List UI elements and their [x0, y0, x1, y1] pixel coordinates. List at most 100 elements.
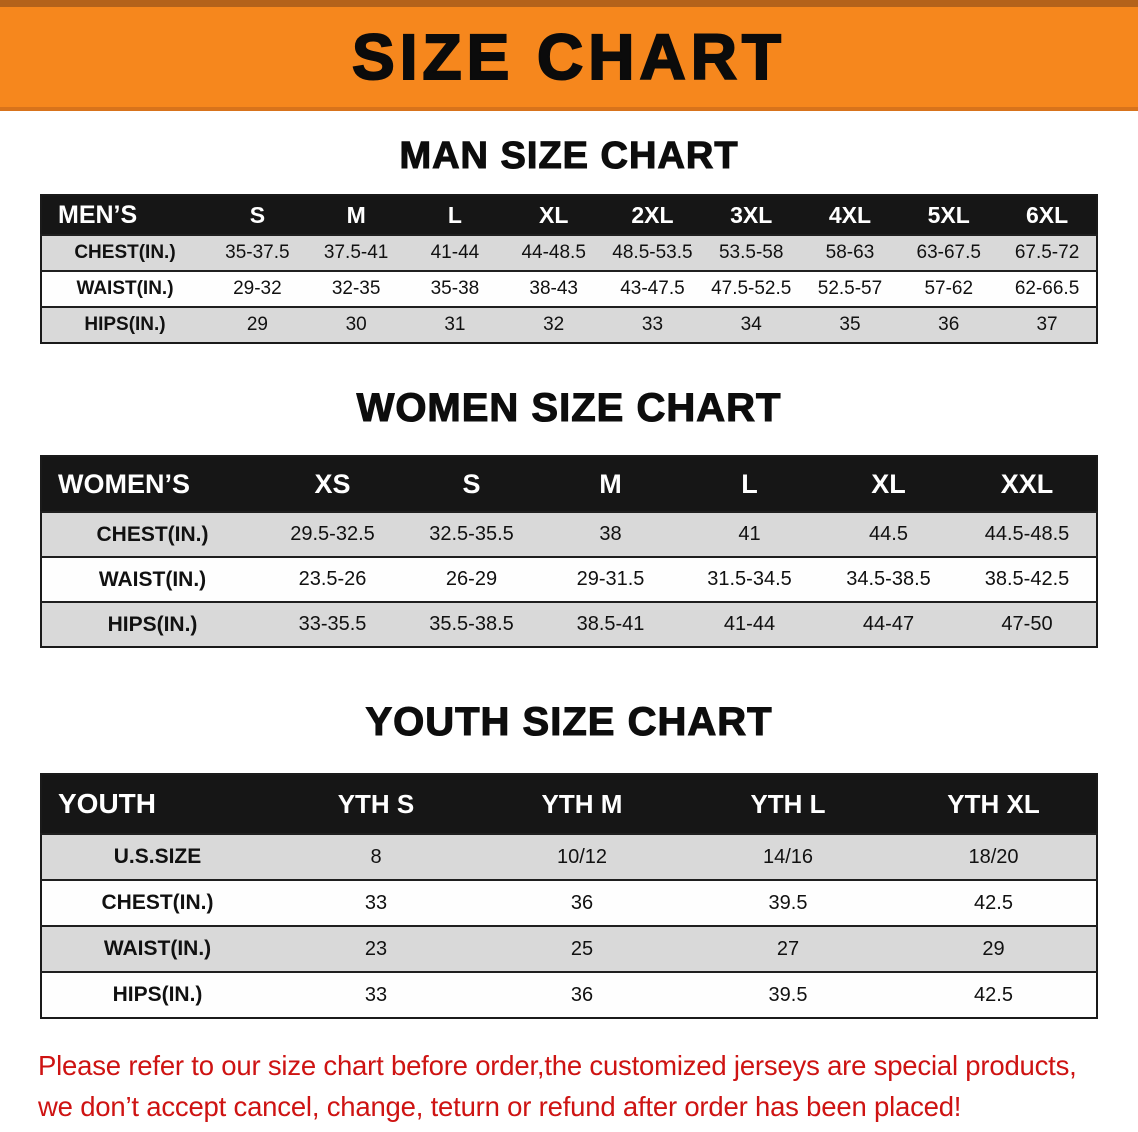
size-value-cell: 30 [345, 314, 367, 335]
size-value-cell: 52.5-57 [817, 278, 883, 299]
size-column-header: YTH XL [947, 788, 1040, 819]
youth-size-table: YOUTH YTH S YTH M YTH L YTH XL U.S.SIZE 8 10/12… [40, 773, 1098, 1019]
size-value-cell: 23 [364, 937, 388, 960]
men-section-heading: MAN SIZE CHART [399, 134, 739, 177]
size-value-cell: 53.5-58 [718, 242, 784, 263]
size-value-cell: 25 [570, 937, 594, 960]
size-value-cell: 63-67.5 [916, 242, 981, 263]
disclaimer-line-1: Please refer to our size chart before or… [38, 1050, 1077, 1081]
banner: SIZE CHART [0, 0, 1138, 111]
size-column-header: 5XL [927, 201, 970, 228]
size-value-cell: 8 [370, 845, 382, 868]
size-value-cell: 33-35.5 [298, 613, 367, 635]
size-value-cell: 27 [776, 937, 800, 960]
size-column-header: S [462, 468, 481, 499]
women-size-table: WOMEN’S XS S M L XL XXL CHEST(IN.) 29.5-32.5 32.5… [40, 455, 1098, 648]
size-column-header: M [599, 468, 622, 499]
size-value-cell: 26-29 [445, 568, 498, 590]
size-column-header: XS [314, 468, 351, 499]
size-value-cell: 48.5-53.5 [612, 242, 693, 263]
row-label: HIPS(IN.) [107, 612, 198, 636]
size-value-cell: 67.5-72 [1014, 242, 1080, 263]
size-value-cell: 38 [599, 523, 622, 545]
size-value-cell: 32.5-35.5 [429, 523, 514, 545]
men-size-chart-section: MAN SIZE CHART MEN’S S M L XL 2XL 3XL 4XL 5XL 6XL… [0, 134, 1138, 344]
size-value-cell: 33 [364, 891, 388, 914]
size-value-cell: 44.5-48.5 [984, 523, 1070, 545]
row-label: CHEST(IN.) [74, 242, 176, 263]
size-value-cell: 18/20 [968, 845, 1019, 868]
size-column-header: M [346, 201, 366, 228]
size-value-cell: 47-50 [1001, 613, 1053, 635]
table-row: CHEST(IN.) 29.5-32.5 32.5-35.5 38 41 44.5 44.5… [41, 512, 1097, 557]
size-value-cell: 36 [570, 891, 594, 914]
size-column-header: XL [871, 468, 906, 499]
size-value-cell: 62-66.5 [1014, 278, 1080, 299]
table-row: CHEST(IN.) 33 36 39.5 42.5 [41, 880, 1097, 926]
size-value-cell: 32 [543, 314, 565, 335]
size-value-cell: 33 [364, 983, 388, 1006]
size-column-header: 6XL [1025, 201, 1069, 228]
size-column-header: XXL [1000, 468, 1054, 499]
table-header-row: YOUTH YTH S YTH M YTH L YTH XL [41, 774, 1097, 834]
size-value-cell: 32-35 [331, 278, 381, 299]
youth-section-heading: YOUTH SIZE CHART [365, 699, 773, 744]
men-size-table: MEN’S S M L XL 2XL 3XL 4XL 5XL 6XL CHEST(IN.) 35-37… [40, 194, 1098, 344]
row-label: WAIST(IN.) [98, 567, 207, 591]
size-value-cell: 29 [246, 314, 268, 335]
size-value-cell: 41-44 [430, 242, 480, 263]
size-value-cell: 29-32 [233, 278, 282, 299]
size-value-cell: 38.5-42.5 [984, 568, 1070, 590]
size-value-cell: 42.5 [974, 983, 1013, 1006]
table-corner-label: MEN’S [58, 200, 138, 229]
size-column-header: YTH L [750, 788, 826, 819]
size-value-cell: 47.5-52.5 [711, 278, 792, 299]
size-value-cell: 35 [839, 314, 861, 335]
size-value-cell: 41-44 [723, 613, 776, 635]
table-row: WAIST(IN.) 29-32 32-35 35-38 38-43 43-47.5 47.… [41, 271, 1097, 307]
size-value-cell: 34 [740, 314, 762, 335]
row-label: WAIST(IN.) [76, 278, 174, 299]
size-column-header: 4XL [828, 201, 872, 228]
size-value-cell: 34.5-38.5 [846, 568, 931, 590]
size-value-cell: 39.5 [768, 983, 808, 1006]
size-value-cell: 44-47 [862, 613, 915, 635]
size-value-cell: 42.5 [974, 891, 1013, 914]
size-value-cell: 39.5 [768, 891, 808, 914]
table-row: HIPS(IN.) 33 36 39.5 42.5 [41, 972, 1097, 1018]
size-value-cell: 31 [444, 314, 466, 335]
size-column-header: S [249, 201, 266, 228]
table-corner-label: YOUTH [58, 788, 156, 819]
size-value-cell: 33 [641, 314, 664, 335]
size-value-cell: 36 [938, 314, 960, 335]
size-value-cell: 35.5-38.5 [429, 613, 514, 635]
size-value-cell: 37 [1036, 314, 1058, 335]
table-header-row: MEN’S S M L XL 2XL 3XL 4XL 5XL 6XL [41, 195, 1097, 235]
size-column-header: YTH S [337, 788, 415, 819]
women-size-chart-section: WOMEN SIZE CHART WOMEN’S XS S M L XL XXL CHEST(… [0, 385, 1138, 648]
size-value-cell: 57-62 [924, 278, 974, 299]
size-column-header: YTH M [541, 788, 623, 819]
size-value-cell: 43-47.5 [620, 278, 685, 299]
row-label: WAIST(IN.) [103, 937, 212, 960]
row-label: HIPS(IN.) [84, 314, 166, 335]
size-value-cell: 23.5-26 [298, 568, 367, 590]
table-row: HIPS(IN.) 33-35.5 35.5-38.5 38.5-41 41-44 44-… [41, 602, 1097, 647]
size-value-cell: 29-31.5 [576, 568, 645, 590]
size-value-cell: 38-43 [529, 278, 578, 299]
size-value-cell: 58-63 [825, 242, 875, 263]
size-column-header: 3XL [730, 201, 773, 228]
disclaimer: Please refer to our size chart before or… [38, 1045, 1100, 1128]
size-column-header: L [447, 201, 462, 228]
size-value-cell: 38.5-41 [576, 613, 645, 635]
table-row: HIPS(IN.) 29 30 31 32 33 34 35 36 37 [41, 307, 1097, 343]
page-title: SIZE CHART [351, 20, 786, 94]
size-value-cell: 44-48.5 [521, 242, 586, 263]
size-column-header: XL [538, 201, 569, 228]
size-value-cell: 29.5-32.5 [290, 523, 375, 545]
row-label: HIPS(IN.) [112, 983, 203, 1006]
size-value-cell: 14/16 [762, 845, 814, 868]
size-value-cell: 35-37.5 [225, 242, 290, 263]
size-value-cell: 10/12 [556, 845, 608, 868]
